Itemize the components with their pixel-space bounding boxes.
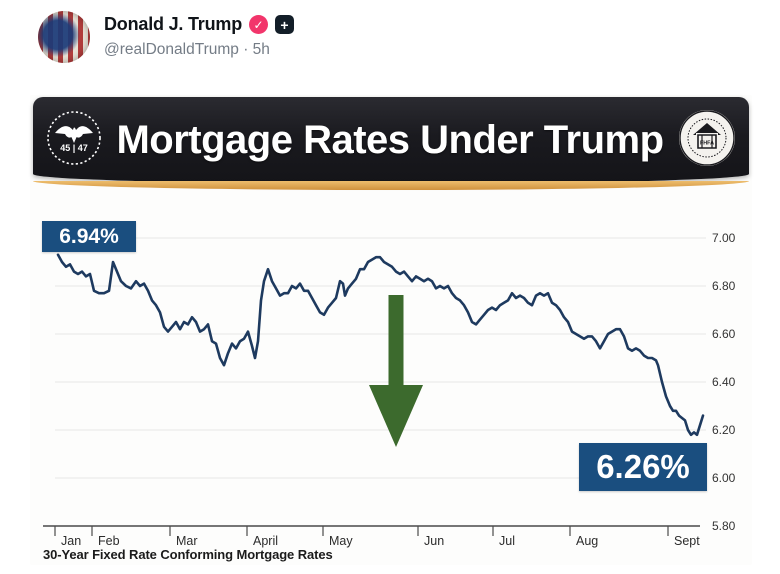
banner-gold-stripe: [33, 181, 749, 190]
x-axis-month-label: Jul: [499, 534, 515, 548]
x-axis-month-label: Sept: [674, 534, 700, 548]
x-axis-month-label: Jan: [61, 534, 81, 548]
svg-text:45 | 47: 45 | 47: [60, 143, 88, 153]
y-axis-tick-label: 6.00: [712, 471, 736, 485]
start-rate-label: 6.94%: [42, 221, 136, 252]
eagle-seal-icon: 45 | 47: [45, 109, 103, 172]
x-axis-month-label: May: [329, 534, 353, 548]
x-axis-month-label: Aug: [576, 534, 598, 548]
verified-badge-icon: ✓: [249, 15, 269, 34]
plus-badge-icon: +: [275, 15, 295, 34]
banner-title: Mortgage Rates Under Trump: [116, 118, 664, 162]
chart-banner: 45 | 47 Mortgage Rates Under Trump FHFA: [33, 97, 749, 190]
x-axis-month-label: April: [253, 534, 278, 548]
fhfa-seal-icon: FHFA: [677, 108, 737, 173]
avatar[interactable]: [38, 11, 90, 63]
x-axis-month-label: Mar: [176, 534, 198, 548]
end-rate-label: 6.26%: [579, 443, 707, 491]
chart-footnote: 30-Year Fixed Rate Conforming Mortgage R…: [43, 547, 333, 562]
author-name[interactable]: Donald J. Trump: [104, 14, 243, 34]
y-axis-tick-label: 6.80: [712, 279, 736, 293]
down-arrow-icon: [369, 295, 423, 447]
svg-text:FHFA: FHFA: [700, 141, 714, 147]
author-handle[interactable]: @realDonaldTrump · 5h: [104, 41, 270, 58]
y-axis-tick-label: 7.00: [712, 231, 736, 245]
x-axis-month-label: Feb: [98, 534, 120, 548]
x-axis-month-label: Jun: [424, 534, 444, 548]
y-axis-tick-label: 6.20: [712, 423, 736, 437]
post-header: Donald J. Trump ✓ + @realDonaldTrump · 5…: [104, 14, 295, 59]
y-axis-tick-label: 6.40: [712, 375, 736, 389]
y-axis-tick-label: 6.60: [712, 327, 736, 341]
y-axis-tick-label: 5.80: [712, 519, 736, 533]
